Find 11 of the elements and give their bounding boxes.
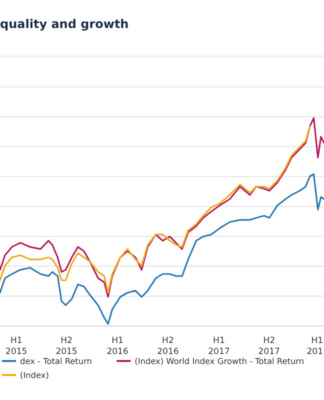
x-tick-label: H1 201 [306, 336, 323, 357]
legend-label: (Index) World Index Growth - Total Return [134, 356, 304, 366]
legend-label: dex - Total Return [20, 356, 92, 366]
x-tick-label: H1 2017 [208, 336, 230, 357]
x-tick-label: H1 2016 [106, 336, 128, 357]
x-tick-label: H2 2015 [56, 336, 78, 357]
x-tick-label: H1 2015 [6, 336, 28, 357]
legend-label: (Index) [20, 370, 49, 380]
x-tick-label: H2 2016 [157, 336, 179, 357]
x-tick-label: H2 2017 [258, 336, 280, 357]
chart-title: quality and growth [0, 17, 129, 31]
